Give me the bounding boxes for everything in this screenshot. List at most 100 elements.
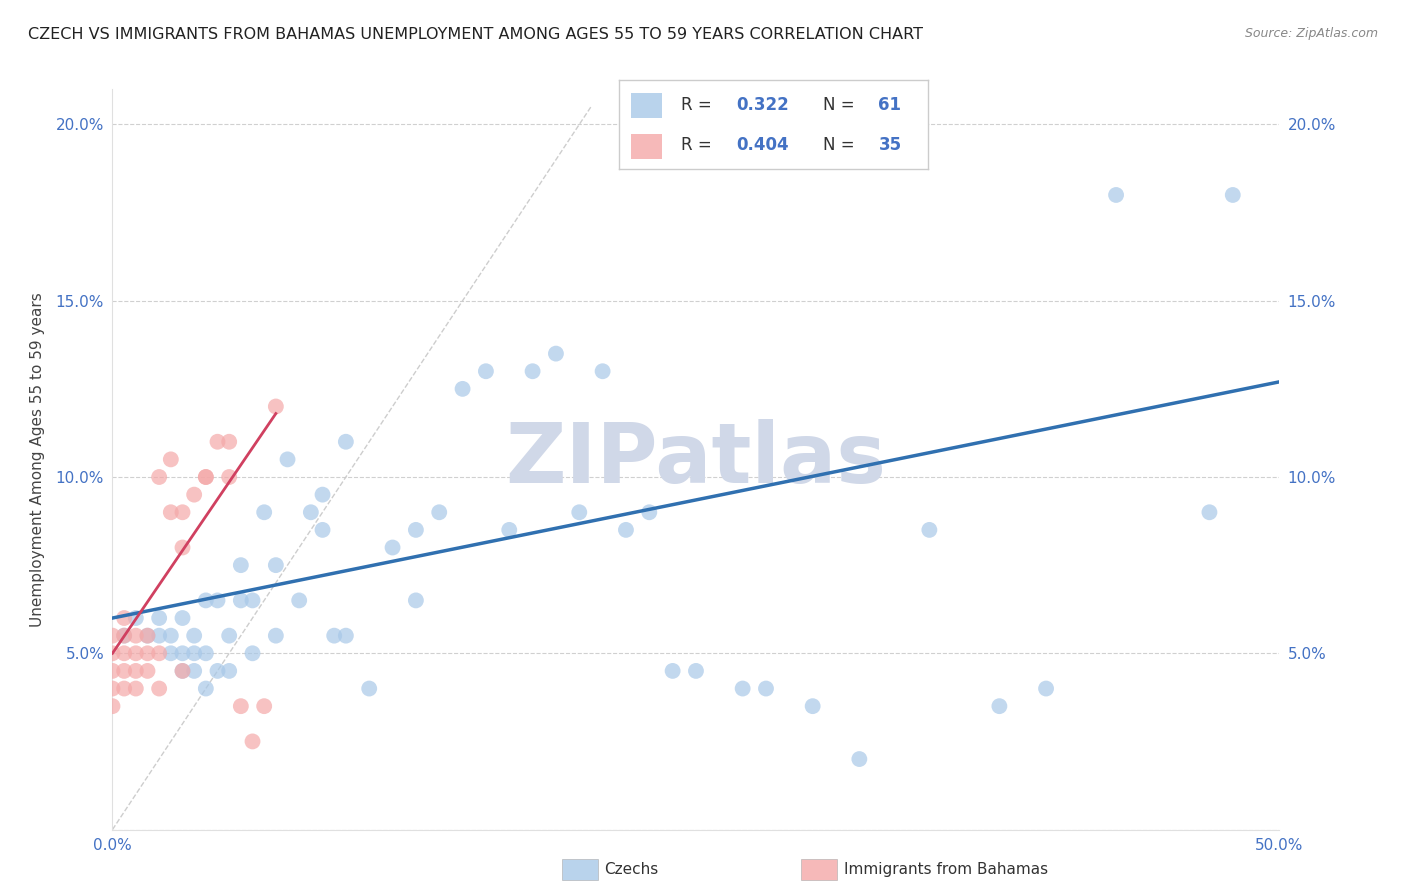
Bar: [631, 93, 662, 118]
Point: [125, 611, 148, 625]
Point: [183, 664, 205, 678]
Point: [731, 681, 754, 696]
Point: [381, 541, 404, 555]
Point: [112, 629, 135, 643]
Point: [172, 664, 194, 678]
Point: [614, 523, 637, 537]
Text: 35: 35: [879, 136, 901, 154]
Point: [112, 646, 135, 660]
Point: [194, 470, 217, 484]
Point: [125, 664, 148, 678]
Point: [101, 646, 124, 660]
Point: [194, 470, 217, 484]
Point: [148, 629, 170, 643]
Point: [592, 364, 614, 378]
Point: [101, 699, 124, 714]
Text: Immigrants from Bahamas: Immigrants from Bahamas: [844, 863, 1047, 877]
Point: [685, 664, 707, 678]
Point: [323, 629, 346, 643]
Text: Czechs: Czechs: [605, 863, 659, 877]
Point: [125, 646, 148, 660]
Point: [194, 681, 217, 696]
Point: [160, 646, 183, 660]
Point: [207, 434, 229, 449]
Point: [475, 364, 498, 378]
Point: [335, 629, 357, 643]
Point: [801, 699, 824, 714]
Text: 0.322: 0.322: [737, 96, 789, 114]
Point: [264, 558, 287, 573]
Point: [405, 593, 427, 607]
Point: [207, 664, 229, 678]
Point: [229, 593, 252, 607]
Point: [160, 505, 183, 519]
Point: [194, 593, 217, 607]
Point: [172, 541, 194, 555]
Point: [522, 364, 544, 378]
Point: [183, 646, 205, 660]
Text: 61: 61: [879, 96, 901, 114]
Point: [359, 681, 381, 696]
Text: CZECH VS IMMIGRANTS FROM BAHAMAS UNEMPLOYMENT AMONG AGES 55 TO 59 YEARS CORRELAT: CZECH VS IMMIGRANTS FROM BAHAMAS UNEMPLO…: [28, 27, 924, 42]
Text: N =: N =: [823, 96, 859, 114]
Point: [755, 681, 778, 696]
Point: [112, 611, 135, 625]
Point: [136, 629, 159, 643]
Bar: [631, 134, 662, 159]
Point: [264, 400, 287, 414]
Point: [918, 523, 941, 537]
Point: [218, 629, 240, 643]
Point: [544, 346, 567, 360]
Point: [218, 470, 240, 484]
Point: [172, 505, 194, 519]
Text: R =: R =: [681, 96, 717, 114]
Point: [299, 505, 322, 519]
Point: [264, 629, 287, 643]
Point: [148, 611, 170, 625]
Point: [160, 629, 183, 643]
Point: [568, 505, 591, 519]
Point: [148, 470, 170, 484]
Point: [112, 664, 135, 678]
Point: [242, 646, 264, 660]
Point: [207, 593, 229, 607]
Point: [335, 434, 357, 449]
Point: [160, 452, 183, 467]
Point: [427, 505, 450, 519]
Point: [242, 593, 264, 607]
Point: [229, 699, 252, 714]
Point: [183, 488, 205, 502]
Point: [101, 664, 124, 678]
Point: [148, 681, 170, 696]
Point: [112, 681, 135, 696]
Point: [218, 664, 240, 678]
Point: [451, 382, 474, 396]
Text: ZIPatlas: ZIPatlas: [506, 419, 886, 500]
Point: [172, 646, 194, 660]
Point: [101, 629, 124, 643]
Point: [405, 523, 427, 537]
Point: [253, 699, 276, 714]
Text: N =: N =: [823, 136, 859, 154]
Point: [498, 523, 520, 537]
Text: Source: ZipAtlas.com: Source: ZipAtlas.com: [1244, 27, 1378, 40]
Point: [136, 664, 159, 678]
Point: [311, 488, 333, 502]
Point: [112, 629, 135, 643]
Point: [638, 505, 661, 519]
Point: [172, 611, 194, 625]
Text: R =: R =: [681, 136, 717, 154]
Point: [1198, 505, 1220, 519]
Point: [988, 699, 1011, 714]
Point: [172, 664, 194, 678]
Point: [194, 646, 217, 660]
Point: [1222, 188, 1244, 202]
Point: [311, 523, 333, 537]
Text: 0.404: 0.404: [737, 136, 789, 154]
Point: [229, 558, 252, 573]
Point: [125, 681, 148, 696]
Point: [148, 646, 170, 660]
Point: [136, 646, 159, 660]
Point: [136, 629, 159, 643]
Point: [125, 629, 148, 643]
